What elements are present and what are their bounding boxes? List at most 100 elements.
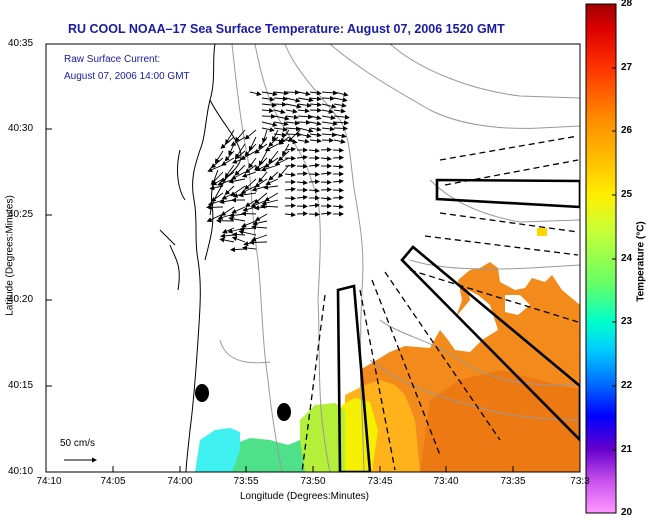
current-vector <box>321 137 334 143</box>
current-vector <box>268 171 279 181</box>
current-vector <box>258 150 268 166</box>
current-vector <box>284 195 296 201</box>
y-tick-label: 40:15 <box>8 380 34 391</box>
current-vector <box>320 196 332 202</box>
y-tick-label: 40:30 <box>8 123 34 134</box>
current-vector <box>296 154 308 160</box>
current-vector <box>321 121 338 127</box>
current-vector <box>333 125 348 131</box>
current-vector <box>272 129 279 142</box>
current-vector <box>220 233 235 239</box>
colorbar-title: Temperature (°C) <box>635 221 647 302</box>
x-tick-label: 74:10 <box>36 476 62 487</box>
current-vector <box>231 236 246 243</box>
sst-small-patch <box>537 228 547 236</box>
current-vector <box>261 108 274 114</box>
cloud-hole <box>505 295 530 315</box>
current-vector <box>320 179 332 185</box>
current-vector <box>309 138 322 144</box>
current-vector <box>332 155 344 161</box>
current-vector <box>248 136 257 152</box>
current-vector <box>332 195 344 201</box>
current-vector <box>234 129 246 143</box>
current-vector <box>296 203 308 209</box>
surface-current-vectors <box>206 89 350 253</box>
current-vector <box>321 132 337 138</box>
current-vector <box>254 213 268 221</box>
current-vector <box>210 157 224 169</box>
x-tick-label: 73:50 <box>300 476 326 487</box>
current-vector <box>309 126 322 132</box>
current-vector <box>287 129 301 143</box>
current-vector <box>297 127 314 133</box>
current-vector <box>284 186 296 192</box>
current-vector <box>254 178 268 188</box>
current-vector <box>309 107 322 113</box>
current-vector <box>297 119 311 125</box>
current-vector <box>308 188 320 194</box>
current-vector <box>309 115 322 121</box>
current-vector <box>278 136 290 145</box>
current-vector <box>207 164 224 172</box>
current-vector <box>265 178 279 186</box>
current-vector <box>264 192 279 202</box>
current-vector <box>296 194 308 200</box>
current-vector <box>261 127 275 133</box>
colorbar-tick-label: 27 <box>621 62 633 73</box>
current-vector <box>333 120 349 126</box>
current-vector <box>321 95 335 101</box>
current-vector <box>273 109 286 115</box>
current-vector <box>234 164 246 176</box>
current-vector <box>238 229 257 236</box>
current-vector <box>231 157 246 164</box>
current-vector <box>333 102 347 108</box>
current-vector <box>332 147 344 153</box>
current-vector <box>297 108 310 114</box>
current-vector <box>332 178 344 184</box>
y-tick-label: 40:20 <box>8 294 34 305</box>
current-vector <box>254 192 268 205</box>
colorbar-tick-label: 23 <box>621 316 633 327</box>
current-vector <box>244 164 257 174</box>
current-label: Raw Surface Current: <box>64 54 161 65</box>
current-vector <box>332 187 344 193</box>
current-vector <box>308 179 320 185</box>
current-vector <box>284 172 296 178</box>
colorbar-tick-label: 22 <box>621 380 633 391</box>
x-tick-label: 73:35 <box>500 476 526 487</box>
current-vector <box>285 132 302 138</box>
current-vector <box>261 199 279 206</box>
current-vector <box>261 121 278 127</box>
current-vector <box>296 180 308 186</box>
colorbar-tick-label: 21 <box>621 444 633 455</box>
scale-label: 50 cm/s <box>60 438 96 449</box>
colorbar-tick-label: 20 <box>621 507 633 518</box>
current-vector <box>309 132 322 138</box>
current-vector <box>220 136 235 149</box>
current-vector <box>232 232 246 238</box>
current-vector <box>210 192 224 202</box>
current-vector <box>321 108 334 114</box>
x-tick-label: 73:55 <box>233 476 259 487</box>
colorbar-tick-label: 28 <box>621 0 633 9</box>
current-vector <box>320 170 332 176</box>
current-vector <box>264 143 279 152</box>
current-vector <box>228 143 235 156</box>
current-vector <box>284 212 296 218</box>
current-vector <box>297 91 311 97</box>
sst-orange-dark <box>420 370 580 472</box>
current-vector <box>333 97 348 103</box>
current-vector <box>241 211 257 217</box>
current-vector <box>284 155 296 161</box>
sst-green <box>232 438 305 472</box>
current-vector <box>214 150 224 164</box>
current-vector <box>296 171 308 177</box>
current-vector <box>297 138 310 144</box>
current-vector <box>333 138 346 144</box>
current-vector <box>274 157 290 166</box>
current-vector <box>332 204 344 210</box>
y-tick-label: 40:35 <box>8 38 34 49</box>
current-vector <box>240 150 257 160</box>
current-vector <box>220 171 235 183</box>
